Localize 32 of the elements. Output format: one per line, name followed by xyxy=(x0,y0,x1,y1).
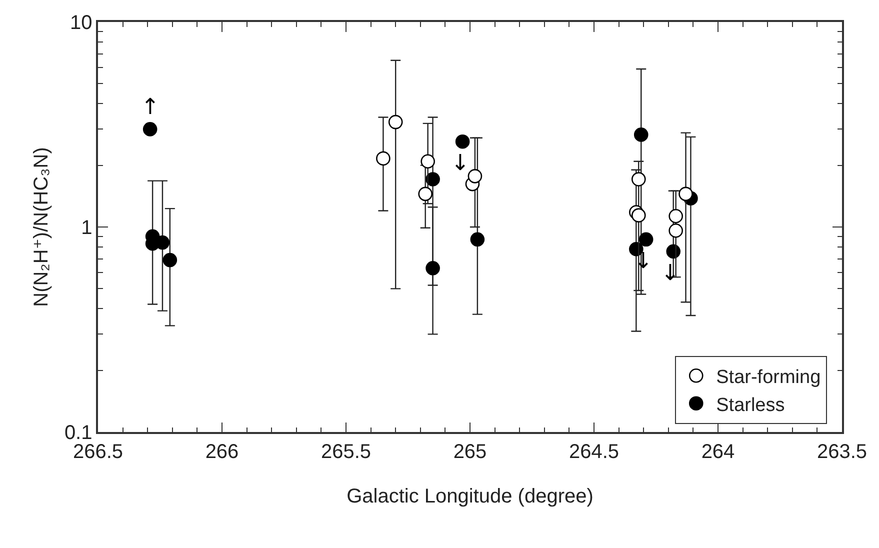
x-tick-label: 265.5 xyxy=(320,440,372,463)
y-tick-label: 10 xyxy=(70,12,92,34)
point xyxy=(638,232,654,247)
point xyxy=(631,172,646,186)
point xyxy=(455,134,470,149)
point xyxy=(142,122,158,136)
point xyxy=(470,232,485,247)
point xyxy=(426,260,440,276)
point xyxy=(388,114,403,130)
y-tick-label: 1 xyxy=(81,217,92,239)
x-tick-label: 265 xyxy=(453,440,487,463)
point xyxy=(668,208,683,224)
y-axis-title: N(N₂H⁺)/N(HC₃N) xyxy=(30,147,52,307)
x-tick-label: 264 xyxy=(701,440,735,463)
legend-label: Starless xyxy=(716,394,785,416)
x-tick-label: 263.5 xyxy=(816,440,868,463)
point xyxy=(420,154,435,169)
annotation: ↓ xyxy=(451,151,470,176)
point xyxy=(678,186,693,202)
point xyxy=(418,186,433,202)
point xyxy=(468,169,482,184)
point xyxy=(426,172,440,186)
point xyxy=(634,128,648,142)
point xyxy=(668,223,683,238)
x-tick-label: 264.5 xyxy=(568,440,620,463)
x-tick-label: 266 xyxy=(205,440,239,463)
point xyxy=(631,208,646,222)
annotation: ↑ xyxy=(141,95,160,120)
legend-label: Star-forming xyxy=(716,367,821,388)
point xyxy=(162,252,178,268)
x-axis-title: Galactic Longitude (degree) xyxy=(346,486,594,508)
point xyxy=(376,151,390,166)
